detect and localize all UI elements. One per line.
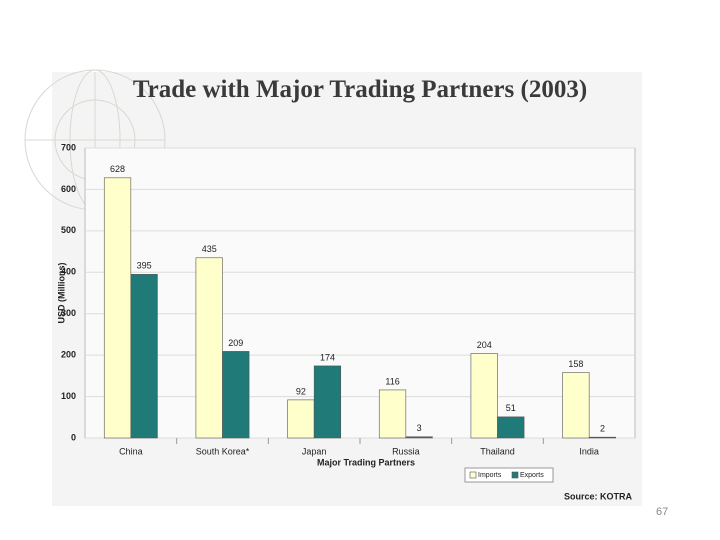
value-label: 204	[477, 340, 492, 350]
legend-swatch	[511, 471, 519, 479]
x-tick-label: Russia	[392, 446, 420, 456]
value-label: 628	[110, 164, 125, 174]
bar	[562, 372, 590, 439]
value-label: 174	[320, 352, 335, 362]
bar	[313, 365, 342, 439]
y-tick-label: 400	[61, 267, 76, 277]
value-label: 158	[568, 359, 583, 369]
bar	[405, 436, 433, 439]
value-label: 3	[417, 423, 422, 433]
x-tick-label: China	[119, 446, 143, 456]
value-label: 209	[228, 338, 243, 348]
page-number: 67	[656, 506, 669, 518]
bar	[470, 353, 498, 439]
legend-swatch	[469, 471, 477, 479]
value-label: 395	[137, 261, 152, 271]
x-tick-label: South Korea*	[196, 446, 250, 456]
y-tick-label: 100	[61, 391, 76, 401]
legend-box	[464, 467, 554, 483]
bar	[588, 436, 617, 439]
value-label: 92	[296, 386, 306, 396]
bar	[222, 351, 250, 439]
bar	[195, 257, 223, 439]
bar	[130, 274, 158, 439]
value-label: 435	[202, 244, 217, 254]
value-label: 116	[385, 376, 399, 386]
y-tick-label: 500	[61, 225, 76, 235]
y-tick-label: 300	[61, 308, 76, 318]
y-tick-label: 200	[61, 350, 76, 360]
x-tick-label: Japan	[302, 446, 327, 456]
y-tick-label: 600	[61, 184, 76, 194]
x-tick-label: India	[579, 446, 599, 456]
bar	[103, 177, 132, 439]
bar	[497, 416, 525, 439]
value-label: 2	[600, 424, 605, 434]
bar	[378, 389, 407, 439]
x-tick-label: Thailand	[480, 446, 515, 456]
legend-label: Imports	[478, 472, 502, 479]
x-axis-label: Major Trading Partners	[317, 457, 415, 467]
chart-title: Trade with Major Trading Partners (2003)	[132, 76, 588, 103]
plot-area	[84, 147, 636, 439]
source: Source: KOTRA	[564, 491, 633, 501]
y-tick-label: 700	[61, 142, 76, 152]
legend-label: Exports	[520, 472, 544, 479]
value-label: 51	[506, 403, 516, 413]
y-tick-label: 0	[71, 432, 76, 442]
bar	[287, 399, 315, 439]
y-axis-label: USD (Millions)	[56, 263, 66, 324]
